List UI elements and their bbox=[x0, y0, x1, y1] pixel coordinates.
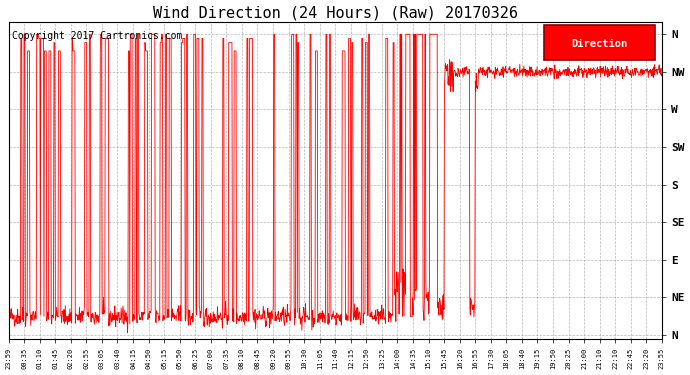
Text: Direction: Direction bbox=[572, 39, 628, 49]
Text: Copyright 2017 Cartronics.com: Copyright 2017 Cartronics.com bbox=[12, 31, 182, 41]
FancyBboxPatch shape bbox=[544, 25, 655, 60]
Title: Wind Direction (24 Hours) (Raw) 20170326: Wind Direction (24 Hours) (Raw) 20170326 bbox=[152, 6, 518, 21]
